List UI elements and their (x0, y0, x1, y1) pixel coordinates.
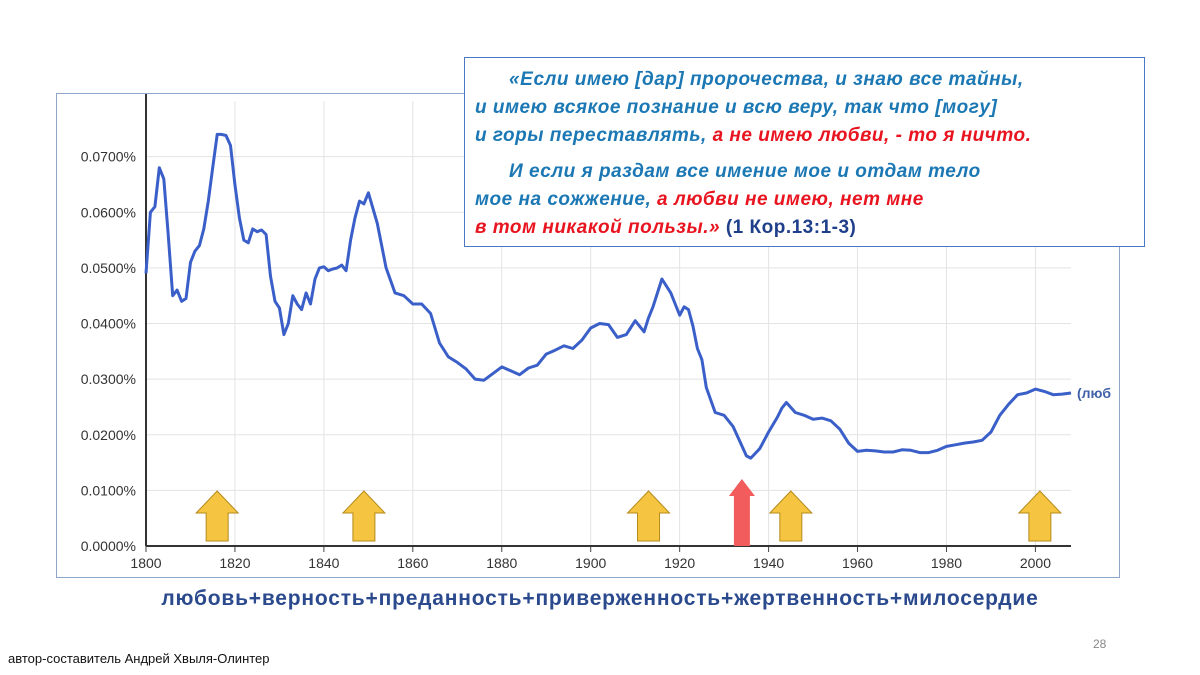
quote-line-3: и горы переставлять, а не имею любви, - … (475, 122, 1134, 150)
y-tick-label: 0.0600% (81, 204, 136, 220)
quote-line-1: «Если имею [дар] пророчества, и знаю все… (509, 69, 1024, 90)
x-tick-label: 1860 (397, 555, 428, 571)
x-tick-label: 1820 (219, 555, 250, 571)
x-tick-label: 1960 (842, 555, 873, 571)
footer-formula: любовь+верность+преданность+приверженнос… (161, 587, 1039, 610)
x-tick-label: 1880 (486, 555, 517, 571)
yellow-up-arrow (626, 490, 671, 542)
x-tick-label: 1940 (753, 555, 784, 571)
quote-line-5: мое на сожжение, а любви не имею, нет мн… (475, 186, 1134, 214)
y-tick-label: 0.0300% (81, 371, 136, 387)
quote-line-4: И если я раздам все имение мое и отдам т… (509, 161, 981, 182)
quote-line-3-blue: и горы переставлять, (475, 125, 707, 146)
x-tick-label: 1800 (130, 555, 161, 571)
x-tick-label: 1920 (664, 555, 695, 571)
yellow-up-arrow (768, 490, 814, 542)
y-tick-label: 0.0500% (81, 260, 136, 276)
y-tick-label: 0.0400% (81, 316, 136, 332)
quote-line-2: и имею всякое познание и всю веру, так ч… (475, 97, 998, 118)
y-tick-label: 0.0000% (81, 538, 136, 554)
series-line (144, 132, 1072, 460)
x-tick-label: 1900 (575, 555, 606, 571)
quote-box: «Если имею [дар] пророчества, и знаю все… (464, 57, 1145, 247)
x-tick-label: 2000 (1020, 555, 1051, 571)
quote-line-5-blue: мое на сожжение, (475, 189, 652, 210)
red-up-arrow (728, 479, 755, 546)
yellow-up-arrow (1017, 490, 1063, 542)
x-tick-label: 1840 (308, 555, 339, 571)
y-tick-label: 0.0100% (81, 482, 136, 498)
quote-line-6: в том никакой пользы.» (1 Кор.13:1-3) (475, 214, 1134, 242)
yellow-up-arrow (341, 490, 387, 542)
x-tick-label: 1980 (931, 555, 962, 571)
quote-line-6-red: в том никакой пользы.» (475, 217, 721, 238)
author-credit: автор-составитель Андрей Хвыля-Олинтер (8, 651, 270, 666)
quote-line-3-red: а не имею любви, - то я ничто. (706, 125, 1032, 146)
yellow-up-arrow (194, 490, 240, 542)
y-tick-label: 0.0700% (81, 149, 136, 165)
page-number: 28 (1093, 637, 1107, 651)
series-label: (люб (1077, 385, 1111, 401)
quote-line-5-red: а любви не имею, нет мне (651, 189, 924, 210)
quote-reference: (1 Кор.13:1-3) (720, 217, 857, 238)
y-tick-label: 0.0200% (81, 427, 136, 443)
